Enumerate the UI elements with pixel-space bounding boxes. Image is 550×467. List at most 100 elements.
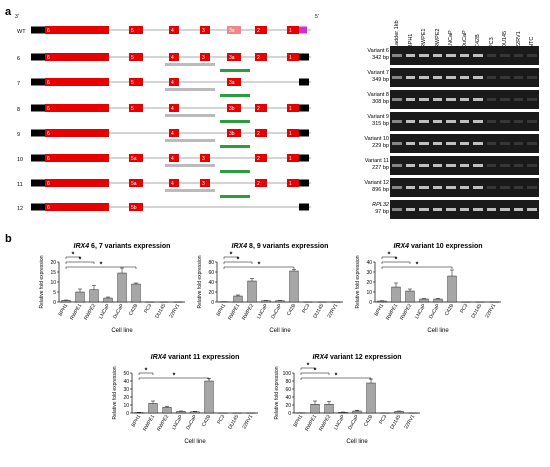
gel-band [473, 54, 483, 57]
sig-star: * [335, 373, 338, 380]
x-tick-label: BPH1 [58, 303, 70, 318]
x-axis-label: Cell line [269, 328, 291, 334]
primer-arrow-green [220, 120, 250, 123]
sig-star: * [145, 368, 148, 375]
strand-label-5prime: 5' [315, 14, 319, 20]
gel-band [473, 98, 483, 101]
gel-band [513, 54, 523, 57]
gel-band [486, 98, 496, 101]
primer-arrow-grey [165, 63, 215, 66]
exon-label: 3 [202, 55, 205, 61]
exon-label: 5a [131, 156, 137, 162]
exon-label: 4 [171, 80, 174, 86]
utr-block-5prime [299, 26, 307, 34]
chart-title: IRX4 variant 12 expression [312, 354, 401, 361]
y-axis-label: Relative fold expression [274, 366, 280, 419]
gel-band [446, 76, 456, 79]
gel-band [392, 54, 402, 57]
y-axis-label: Relative fold expression [112, 366, 118, 419]
exon-label: 6 [47, 131, 50, 137]
exon-label: 6 [47, 80, 50, 86]
y-tick-label: 10 [50, 280, 56, 286]
gel-band-size: 229 bp [372, 143, 389, 149]
exon-block [45, 203, 109, 211]
gel-band [392, 164, 402, 167]
exon-block [169, 129, 179, 137]
gel-band [432, 76, 442, 79]
utr-block [31, 104, 45, 112]
sig-star: * [416, 262, 419, 269]
chart-title-text: 6, 7 variants expression [89, 243, 170, 250]
x-tick-label: 22RV1 [168, 303, 181, 319]
gel-band [500, 76, 510, 79]
y-tick-label: 40 [366, 260, 372, 266]
y-tick-label: 20 [285, 403, 291, 409]
exon-block [255, 179, 267, 187]
exon-label: 4 [171, 106, 174, 112]
bar [247, 280, 257, 303]
exon-label: 6 [47, 156, 50, 162]
primer-arrow-grey [165, 164, 215, 167]
gel-band [405, 54, 415, 57]
y-axis-label: Relative fold expression [355, 255, 361, 308]
exon-block [227, 26, 241, 34]
primer-arrow-green [220, 170, 250, 173]
utr-block [31, 154, 45, 162]
gel-variant-name: Variant 8 [367, 92, 389, 98]
gel-band [513, 208, 523, 211]
x-tick-label: RWPE1 [227, 303, 241, 322]
sig-star: * [395, 257, 398, 264]
exon-label: 3a [229, 28, 235, 34]
x-tick-label: C42B [363, 413, 375, 427]
exon-label: 6 [47, 28, 50, 34]
y-tick-label: 10 [123, 403, 129, 409]
gel-band [432, 186, 442, 189]
gel-band [500, 142, 510, 145]
y-tick-label: 80 [285, 379, 291, 385]
gel-band [500, 98, 510, 101]
x-tick-label: 22RV1 [241, 414, 254, 430]
x-tick-label: LNCaP [98, 302, 112, 320]
y-tick-label: 60 [285, 387, 291, 393]
chart-title: IRX4 8, 9 variants expression [232, 243, 329, 250]
exon-block [129, 78, 143, 86]
gel-lane-label: Ladder 1kb [394, 20, 400, 48]
gel-band [392, 142, 402, 145]
gel-band [419, 186, 429, 189]
utr-block [31, 26, 45, 34]
x-tick-label: C42B [444, 302, 456, 316]
sig-star: * [100, 262, 103, 269]
bar [377, 300, 387, 303]
x-tick-label: DU145 [470, 303, 483, 320]
x-axis-label: Cell line [346, 439, 368, 445]
gel-band [513, 98, 523, 101]
gel-row-label: Variant 12 896 bp [345, 180, 389, 194]
exon-block [45, 179, 109, 187]
primer-arrow-grey [165, 88, 215, 91]
exon-block [129, 53, 143, 61]
x-tick-label: DU145 [389, 414, 402, 431]
exon-block [169, 26, 179, 34]
primer-arrow-green [220, 195, 250, 198]
exon-label: 3 [202, 181, 205, 187]
exon-label: 5a [131, 181, 137, 187]
x-tick-label: DuCaP [270, 302, 284, 320]
gel-variant-name: Variant 10 [364, 136, 389, 142]
bar [233, 295, 243, 303]
exon-label: 5b [131, 205, 137, 211]
exon-label: 2 [257, 181, 260, 187]
gel-band-size: 308 bp [372, 99, 389, 105]
bar-chart-variant-12: IRX4 variant 12 expression 0 20 40 60 80 100 BP… [274, 354, 420, 445]
exon-label: 2 [257, 156, 260, 162]
bar [447, 275, 457, 303]
gel-band [459, 208, 469, 211]
exon-label: 6 [47, 181, 50, 187]
x-tick-label: LNCaP [333, 413, 347, 431]
y-axis-label: Relative fold expression [39, 255, 45, 308]
chart-title: IRX4 variant 11 expression [151, 354, 240, 361]
bar [75, 291, 85, 303]
exon-block [129, 154, 143, 162]
exon-label: 2 [257, 55, 260, 61]
gel-band [432, 164, 442, 167]
gel-band [486, 164, 496, 167]
